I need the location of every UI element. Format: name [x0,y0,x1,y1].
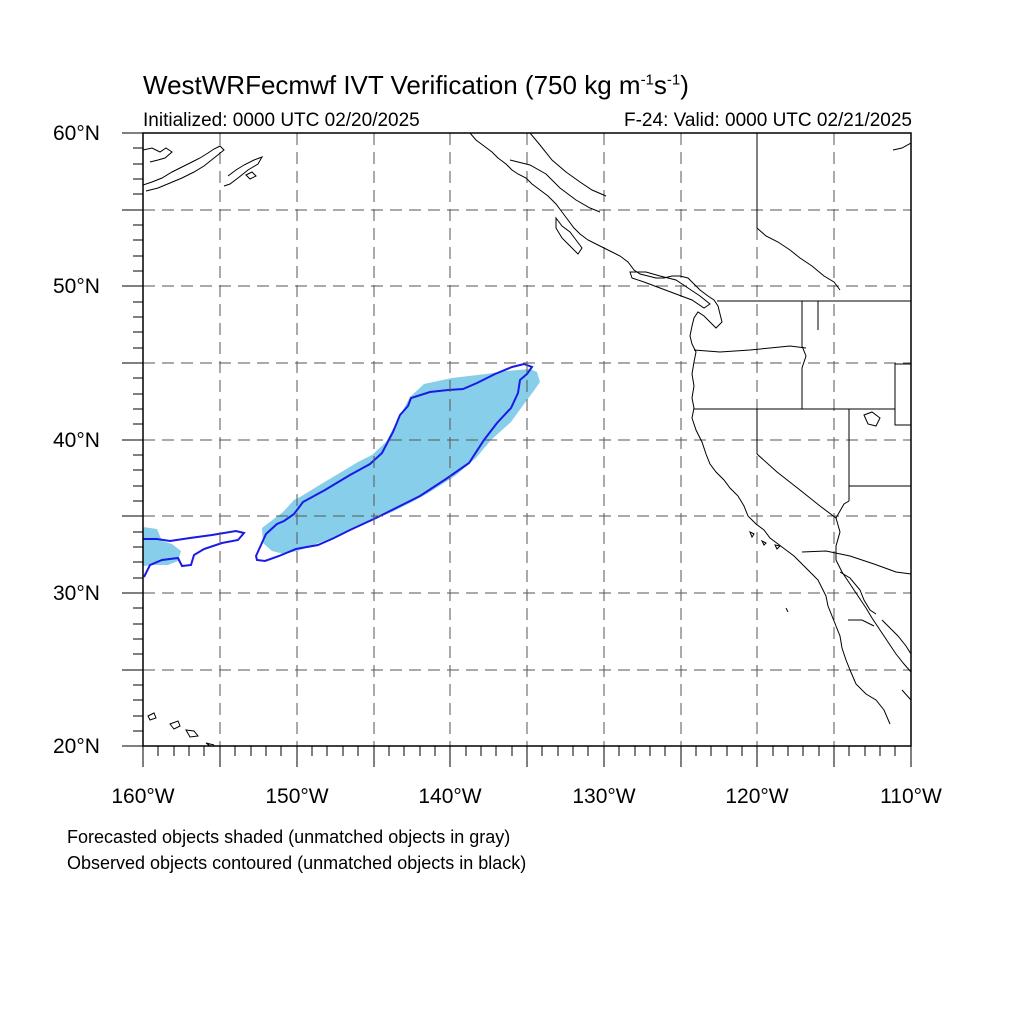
lat-label-40n: 40°N [53,429,100,452]
lon-label-150w: 150°W [265,785,329,808]
lat-label-60n: 60°N [53,122,100,145]
lat-label-50n: 50°N [53,275,100,298]
initialized-label: Initialized: 0000 UTC 02/20/2025 [143,110,420,131]
forecast-object-west [143,527,181,566]
axis-ticks [122,132,912,767]
forecast-legend-note: Forecasted objects shaded (unmatched obj… [67,827,511,847]
forecast-object-main [262,369,540,554]
lat-label-30n: 30°N [53,582,100,605]
lon-label-160w: 160°W [111,785,175,808]
map-graticule [143,133,911,746]
coastlines [143,133,911,746]
political-boundaries [693,133,911,627]
lon-label-110w: 110°W [880,785,942,808]
valid-time-label: F-24: Valid: 0000 UTC 02/21/2025 [624,110,912,131]
lon-label-140w: 140°W [418,785,482,808]
observed-legend-note: Observed objects contoured (unmatched ob… [67,853,527,873]
map-title: WestWRFecmwf IVT Verification (750 kg m-… [143,70,689,100]
lon-label-130w: 130°W [572,785,636,808]
observed-object-west [143,529,246,578]
lat-label-20n: 20°N [53,735,100,758]
observed-object-main [254,362,534,563]
lon-label-120w: 120°W [725,785,789,808]
